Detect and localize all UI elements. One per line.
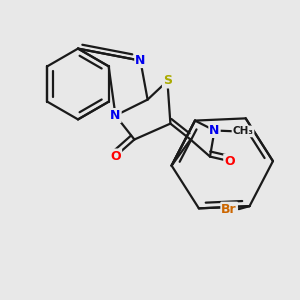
Text: CH₃: CH₃ — [232, 126, 254, 136]
Text: O: O — [110, 149, 121, 163]
Text: Br: Br — [221, 202, 237, 216]
Text: N: N — [110, 109, 121, 122]
Text: N: N — [135, 54, 146, 67]
Text: O: O — [224, 154, 235, 168]
Text: S: S — [163, 74, 172, 88]
Text: N: N — [209, 124, 220, 137]
